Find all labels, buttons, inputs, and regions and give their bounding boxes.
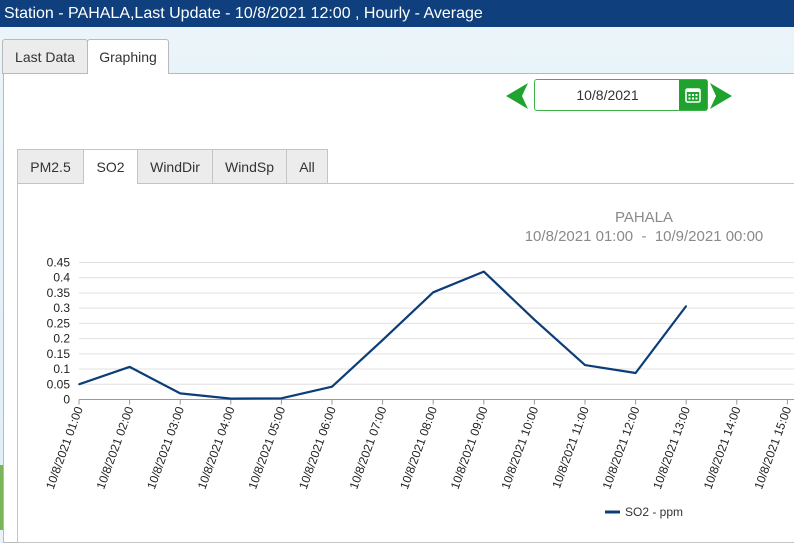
date-field[interactable]: 10/8/2021: [534, 79, 708, 111]
x-tick-label: 10/8/2021 09:00: [448, 404, 491, 491]
chart-panel: [17, 183, 794, 543]
y-tick-label: 0.3: [53, 301, 70, 315]
data-point: [331, 385, 333, 388]
x-tick-label: 10/8/2021 13:00: [650, 404, 693, 491]
data-point: [381, 339, 384, 341]
data-point: [128, 366, 131, 368]
data-point: [584, 364, 586, 366]
y-tick-label: 0: [63, 393, 70, 407]
y-tick-label: 0.15: [47, 347, 71, 361]
x-tick-label: 10/8/2021 07:00: [347, 404, 390, 491]
series-line-so2: [78, 270, 688, 400]
data-point: [280, 397, 283, 400]
data-point: [179, 392, 181, 395]
x-tick-label: 10/8/2021 12:00: [600, 404, 643, 491]
x-tick-label: 10/8/2021 15:00: [751, 404, 794, 491]
tab-graphing[interactable]: Graphing: [87, 39, 169, 76]
data-point: [533, 318, 536, 321]
x-tick-label: 10/8/2021 05:00: [245, 404, 288, 491]
tab-winddir[interactable]: WindDir: [137, 149, 213, 184]
x-tick-label: 10/8/2021 14:00: [701, 404, 744, 491]
arrow-right-icon[interactable]: [708, 82, 734, 110]
arrow-left-icon[interactable]: [504, 82, 530, 110]
y-tick-label: 0.2: [53, 332, 70, 346]
tab-seam: [88, 72, 168, 75]
y-tick-label: 0.1: [53, 362, 70, 376]
left-decor: [0, 465, 3, 530]
y-tick-label: 0.45: [47, 256, 71, 270]
data-point: [685, 305, 687, 307]
tab-all[interactable]: All: [286, 149, 328, 184]
calendar-button[interactable]: [679, 80, 707, 110]
y-tick-label: 0.25: [47, 316, 71, 330]
y-tick-label: 0.35: [47, 286, 71, 300]
tab-so2[interactable]: SO2: [83, 149, 138, 186]
chart-subtitle: 10/8/2021 01:00 - 10/9/2021 00:00: [525, 228, 764, 245]
data-point: [634, 372, 637, 374]
window-title: Station - PAHALA,Last Update - 10/8/2021…: [0, 0, 794, 27]
chart-legend[interactable]: SO2 - ppm: [605, 505, 683, 519]
so2-line-chart: PAHALA 10/8/2021 01:00 - 10/9/2021 00:00…: [43, 209, 794, 519]
data-point: [78, 383, 80, 386]
y-tick-label: 0.05: [47, 377, 71, 391]
x-tick-label: 10/8/2021 08:00: [397, 404, 440, 491]
x-tick-label: 10/8/2021 02:00: [94, 404, 137, 491]
tab-windsp[interactable]: WindSp: [212, 149, 287, 184]
x-tick-label: 10/8/2021 11:00: [549, 404, 592, 490]
calendar-icon: [685, 88, 701, 103]
tab-pm25[interactable]: PM2.5: [17, 149, 84, 184]
x-tick-label: 10/8/2021 10:00: [498, 404, 541, 491]
chart-title: PAHALA: [615, 209, 673, 226]
inner-tab-seam: [84, 182, 137, 185]
y-tick-label: 0.4: [53, 271, 70, 285]
data-point: [483, 270, 485, 273]
legend-label: SO2 - ppm: [625, 505, 683, 519]
data-point: [432, 291, 435, 294]
x-tick-label: 10/8/2021 06:00: [296, 404, 339, 491]
data-point: [230, 397, 232, 400]
x-tick-label: 10/8/2021 04:00: [195, 404, 238, 491]
date-value: 10/8/2021: [576, 87, 639, 103]
x-tick-label: 10/8/2021 03:00: [144, 404, 187, 491]
x-tick-label: 10/8/2021 01:00: [43, 404, 86, 491]
